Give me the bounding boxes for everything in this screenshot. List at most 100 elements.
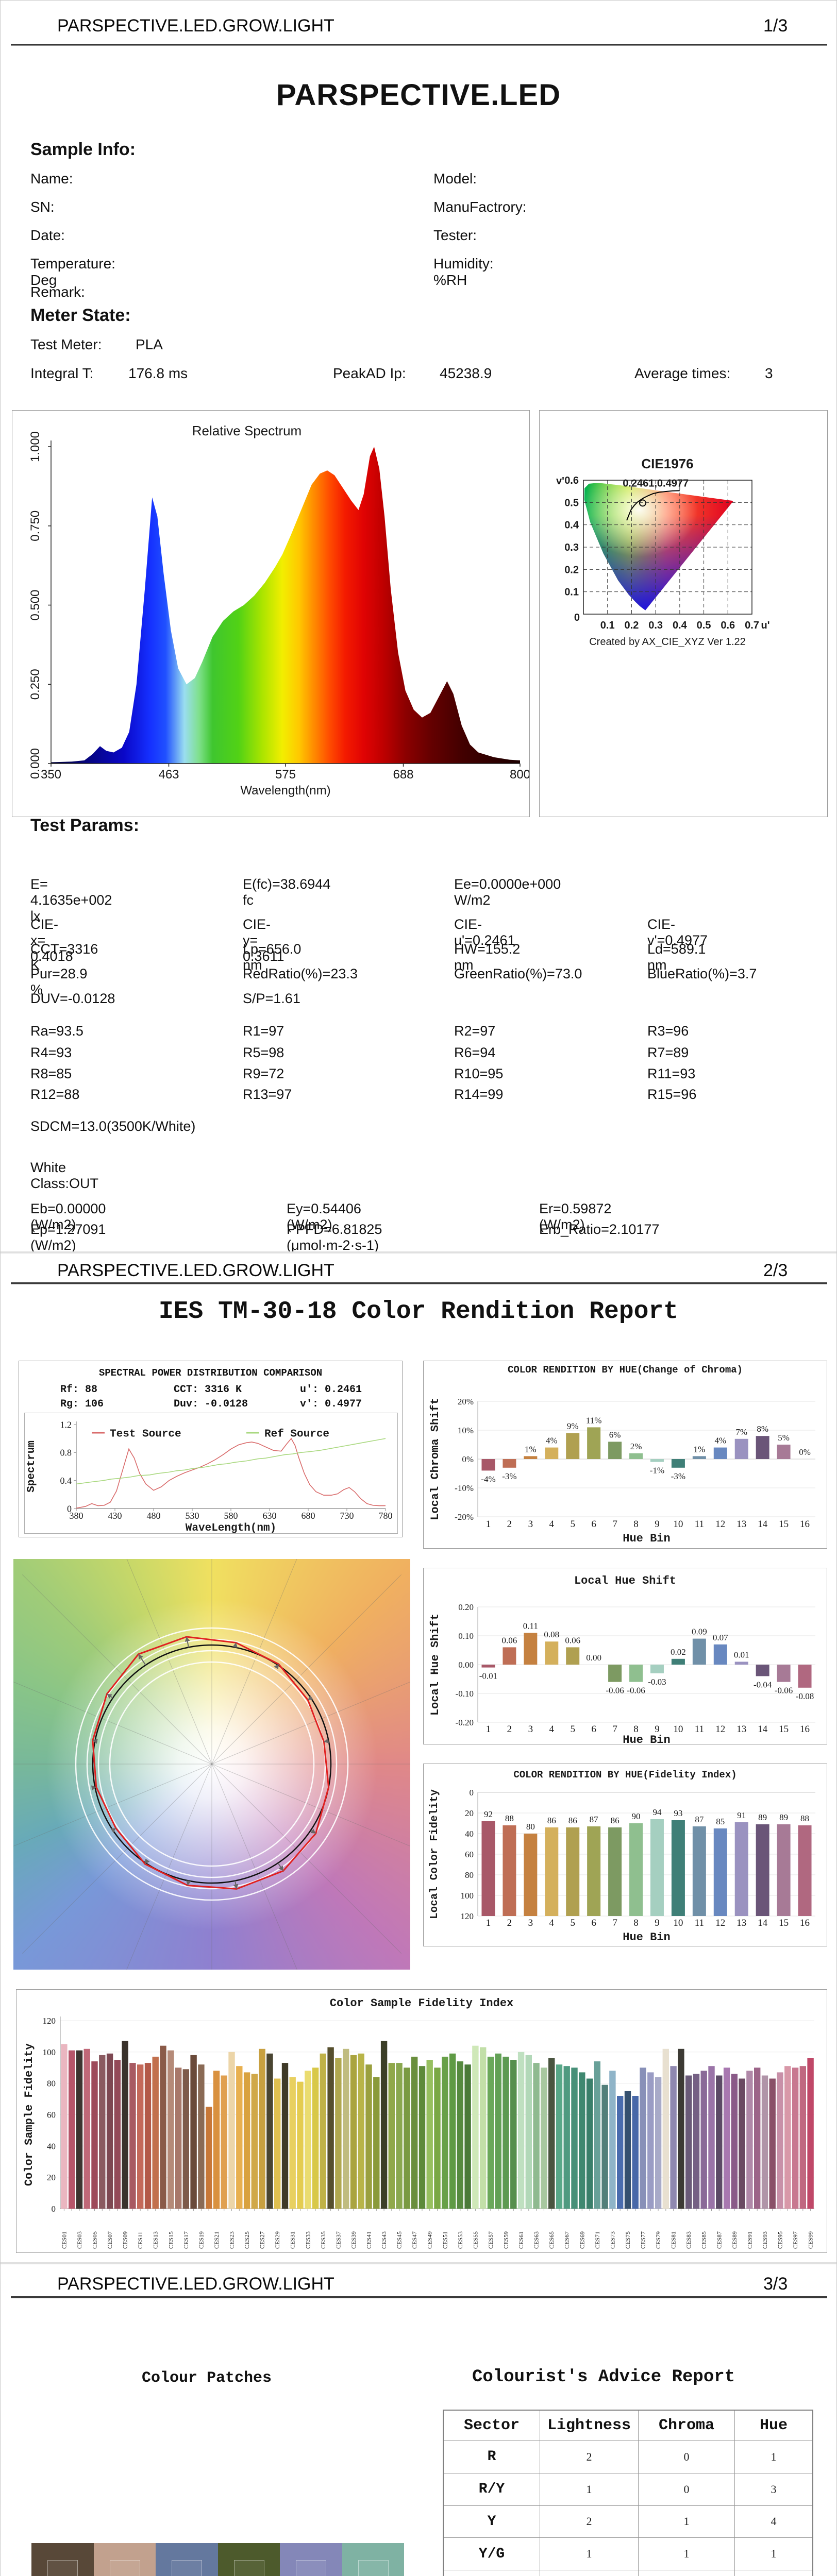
- svg-text:11%: 11%: [586, 1415, 602, 1425]
- chroma-shift-svg: COLOR RENDITION BY HUE(Change of Chroma)…: [429, 1364, 815, 1545]
- svg-text:CES67: CES67: [563, 2231, 571, 2249]
- colour-patch: [31, 2543, 94, 2576]
- svg-text:86: 86: [568, 1816, 577, 1825]
- svg-text:-0.06: -0.06: [775, 1686, 793, 1696]
- param-value: R6=94: [454, 1045, 496, 1060]
- spd-tm30-svg: 0 0.4 0.8 1.2 380 430 480 530 580 630 680 730 780 Tes…: [26, 1419, 393, 1534]
- svg-text:580: 580: [224, 1511, 238, 1521]
- svg-text:0: 0: [470, 1788, 474, 1798]
- svg-text:80: 80: [526, 1822, 535, 1832]
- param-value: CCT=3316 K: [30, 941, 98, 973]
- svg-text:88: 88: [800, 1814, 809, 1823]
- svg-text:Color Sample Fidelity: Color Sample Fidelity: [23, 2043, 36, 2186]
- svg-text:88: 88: [505, 1814, 514, 1823]
- svg-text:CES59: CES59: [503, 2231, 510, 2249]
- svg-text:20: 20: [465, 1808, 474, 1818]
- param-value: Ee=0.0000e+000 W/m2: [454, 876, 561, 908]
- svg-text:20%: 20%: [458, 1397, 474, 1406]
- svg-text:CES45: CES45: [396, 2231, 403, 2249]
- svg-text:0.06: 0.06: [565, 1635, 580, 1645]
- svg-text:630: 630: [263, 1511, 277, 1521]
- svg-text:9: 9: [655, 1918, 660, 1928]
- relative-spectrum-chart: Relative Spectrum 0.000 0.250 0.500 0.750 1.0…: [12, 410, 530, 817]
- sample-field: Tester:: [433, 227, 477, 243]
- svg-text:12: 12: [715, 1724, 725, 1735]
- svg-text:0.11: 0.11: [523, 1621, 538, 1631]
- advice-value: 0: [540, 2570, 639, 2576]
- svg-text:94: 94: [652, 1807, 662, 1817]
- page2-page-number: 2/3: [763, 1261, 788, 1280]
- svg-text:CES33: CES33: [304, 2231, 311, 2249]
- svg-text:0.7: 0.7: [745, 620, 759, 631]
- svg-text:0.250: 0.250: [28, 669, 42, 700]
- advice-sector: R: [443, 2441, 540, 2473]
- svg-text:CES49: CES49: [426, 2231, 433, 2249]
- svg-text:Test Source: Test Source: [110, 1428, 181, 1440]
- svg-text:12: 12: [715, 1519, 725, 1530]
- svg-text:463: 463: [158, 768, 179, 782]
- svg-text:11: 11: [695, 1918, 704, 1928]
- svg-text:0.2461,0.4977: 0.2461,0.4977: [623, 478, 689, 489]
- svg-text:80: 80: [465, 1870, 474, 1880]
- svg-text:0.06: 0.06: [502, 1635, 517, 1645]
- svg-text:13: 13: [736, 1918, 746, 1928]
- svg-text:120: 120: [43, 2016, 56, 2026]
- svg-text:14: 14: [758, 1519, 768, 1530]
- svg-text:1: 1: [486, 1724, 491, 1735]
- svg-text:86: 86: [547, 1816, 556, 1825]
- peakad-value: 45238.9: [440, 365, 492, 381]
- param-value: HW=155.2 nm: [454, 941, 521, 973]
- svg-text:13: 13: [736, 1519, 746, 1530]
- tm30-report-title: IES TM-30-18 Color Rendition Report: [158, 1298, 679, 1326]
- spd-tm30-chart: 0 0.4 0.8 1.2 380 430 480 530 580 630 680 730 780 Tes…: [24, 1413, 398, 1534]
- color-sample-fidelity-svg: Color Sample Fidelity Index 0 20 40 60 80 100 1…: [23, 1997, 814, 2249]
- param-value: R12=88: [30, 1087, 80, 1102]
- svg-text:8: 8: [633, 1519, 639, 1530]
- page-separator-1: [1, 1251, 836, 1253]
- svg-text:CES25: CES25: [243, 2231, 250, 2249]
- param-value: R8=85: [30, 1066, 72, 1081]
- advice-header-row: Sector Lightness Chroma Hue: [443, 2410, 813, 2441]
- svg-text:60: 60: [47, 2110, 56, 2120]
- colour-patches-grid: [31, 2543, 404, 2576]
- svg-text:730: 730: [340, 1511, 354, 1521]
- svg-text:380: 380: [70, 1511, 83, 1521]
- svg-text:780: 780: [379, 1511, 393, 1521]
- param-value: CIE-y= 0.3611: [243, 917, 284, 964]
- svg-text:CES15: CES15: [167, 2231, 174, 2249]
- test-meter-label: Test Meter:: [30, 336, 102, 352]
- colour-patch-inner: [358, 2560, 389, 2576]
- svg-text:CES29: CES29: [274, 2231, 281, 2249]
- svg-text:CES47: CES47: [411, 2231, 418, 2249]
- param-value: E(fc)=38.6944 fc: [243, 876, 331, 908]
- colour-patch-inner: [47, 2560, 78, 2576]
- svg-text:CES37: CES37: [334, 2231, 342, 2249]
- param-value: Lp=656.0 nm: [243, 941, 302, 973]
- svg-text:0.1: 0.1: [600, 620, 615, 631]
- svg-text:7: 7: [612, 1724, 617, 1735]
- advice-value: 1: [638, 2537, 735, 2571]
- svg-text:-1%: -1%: [650, 1466, 664, 1476]
- param-value: R9=72: [243, 1066, 284, 1081]
- svg-text:Local Chroma Shift: Local Chroma Shift: [429, 1398, 442, 1520]
- svg-text:5: 5: [570, 1724, 575, 1735]
- svg-text:CES79: CES79: [655, 2231, 662, 2249]
- svg-text:0.3: 0.3: [648, 620, 663, 631]
- svg-text:CES61: CES61: [517, 2231, 525, 2249]
- svg-text:9%: 9%: [567, 1421, 579, 1431]
- colour-patch: [93, 2543, 156, 2576]
- svg-text:8%: 8%: [757, 1424, 768, 1434]
- svg-text:0%: 0%: [799, 1447, 811, 1457]
- svg-text:CIE1976: CIE1976: [641, 456, 693, 471]
- svg-text:13: 13: [736, 1724, 746, 1735]
- svg-text:CES07: CES07: [106, 2231, 113, 2249]
- svg-text:CES31: CES31: [289, 2231, 296, 2249]
- avg-times-value: 3: [765, 365, 773, 381]
- svg-text:120: 120: [461, 1911, 474, 1921]
- svg-text:Hue Bin: Hue Bin: [623, 1734, 670, 1744]
- hue-shift-box: Local Hue Shift 0.20 0.10 0.00 -0.10 -0.20 -0.…: [423, 1568, 827, 1747]
- svg-text:1: 1: [486, 1918, 491, 1928]
- svg-text:Relative Spectrum: Relative Spectrum: [192, 423, 302, 438]
- svg-text:15: 15: [779, 1918, 789, 1928]
- param-value: R15=96: [647, 1087, 697, 1102]
